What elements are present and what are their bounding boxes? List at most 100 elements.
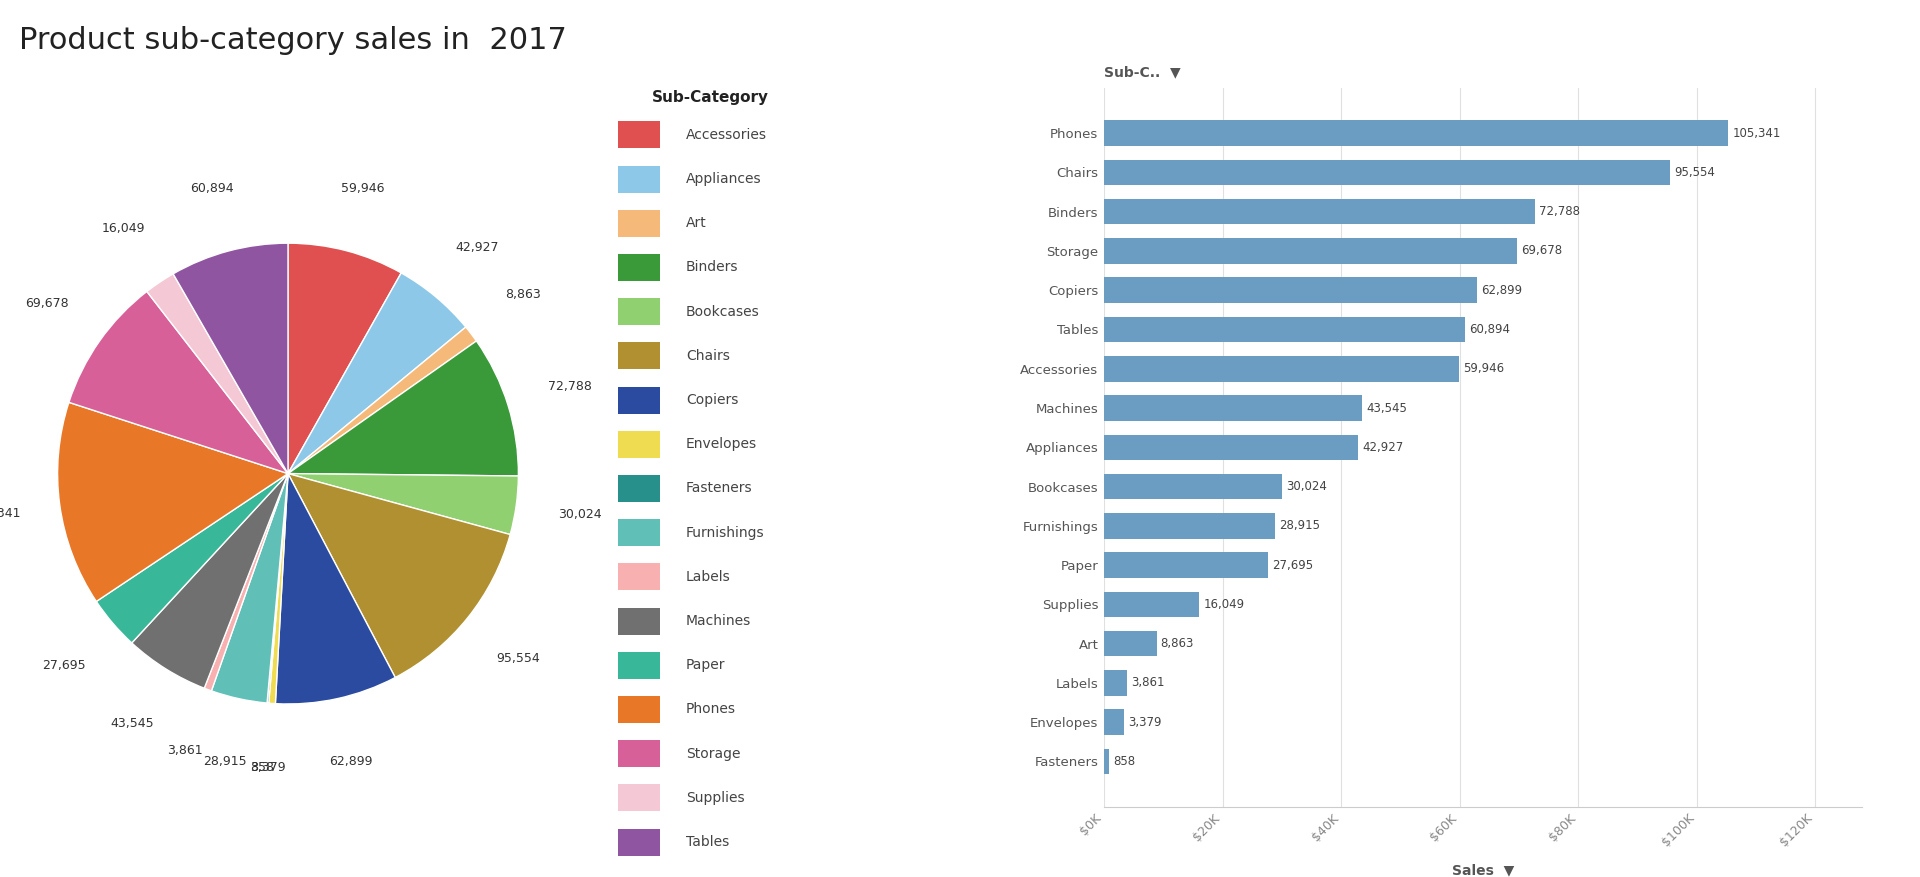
Bar bbox=[1104, 749, 1110, 774]
Text: 59,946: 59,946 bbox=[342, 182, 384, 195]
Text: 28,915: 28,915 bbox=[1279, 519, 1321, 532]
FancyBboxPatch shape bbox=[618, 740, 660, 767]
Text: 3,861: 3,861 bbox=[1131, 676, 1165, 689]
Bar bbox=[1104, 277, 1476, 303]
Text: 43,545: 43,545 bbox=[109, 717, 154, 731]
Text: 27,695: 27,695 bbox=[42, 659, 86, 672]
Text: Fasteners: Fasteners bbox=[685, 481, 753, 496]
Text: 8,863: 8,863 bbox=[1162, 637, 1194, 650]
Text: 95,554: 95,554 bbox=[1674, 166, 1715, 179]
Text: 60,894: 60,894 bbox=[190, 182, 234, 196]
Text: 3,861: 3,861 bbox=[167, 744, 204, 757]
Text: 69,678: 69,678 bbox=[1521, 245, 1563, 258]
Wedge shape bbox=[288, 341, 518, 476]
Text: 72,788: 72,788 bbox=[547, 380, 591, 393]
FancyBboxPatch shape bbox=[618, 519, 660, 546]
Bar bbox=[1104, 160, 1670, 185]
Text: Phones: Phones bbox=[685, 702, 735, 717]
Wedge shape bbox=[96, 474, 288, 643]
Wedge shape bbox=[204, 474, 288, 691]
Text: Furnishings: Furnishings bbox=[685, 525, 764, 539]
Wedge shape bbox=[69, 291, 288, 474]
FancyBboxPatch shape bbox=[618, 475, 660, 502]
FancyBboxPatch shape bbox=[618, 784, 660, 811]
Text: Art: Art bbox=[685, 217, 707, 231]
Bar bbox=[1104, 709, 1123, 735]
Bar bbox=[1104, 199, 1536, 225]
Wedge shape bbox=[173, 243, 288, 474]
Wedge shape bbox=[288, 273, 467, 474]
Text: 27,695: 27,695 bbox=[1273, 559, 1313, 572]
Text: 42,927: 42,927 bbox=[1363, 441, 1404, 453]
Text: 30,024: 30,024 bbox=[559, 508, 601, 521]
Text: 3,379: 3,379 bbox=[250, 761, 286, 774]
Text: 16,049: 16,049 bbox=[102, 222, 146, 235]
Bar bbox=[1104, 670, 1127, 695]
Text: 43,545: 43,545 bbox=[1367, 402, 1407, 415]
FancyBboxPatch shape bbox=[618, 387, 660, 413]
Text: 59,946: 59,946 bbox=[1463, 362, 1505, 375]
Text: Binders: Binders bbox=[685, 260, 739, 275]
FancyBboxPatch shape bbox=[618, 342, 660, 369]
Text: 105,341: 105,341 bbox=[0, 508, 21, 520]
FancyBboxPatch shape bbox=[618, 298, 660, 325]
Text: 72,788: 72,788 bbox=[1540, 205, 1580, 218]
Bar bbox=[1104, 317, 1465, 342]
Wedge shape bbox=[275, 474, 396, 704]
Wedge shape bbox=[267, 474, 288, 703]
FancyBboxPatch shape bbox=[618, 563, 660, 590]
Text: Tables: Tables bbox=[685, 835, 730, 849]
Text: 28,915: 28,915 bbox=[204, 755, 248, 768]
FancyBboxPatch shape bbox=[618, 166, 660, 192]
Text: 858: 858 bbox=[1114, 755, 1135, 768]
Text: 105,341: 105,341 bbox=[1732, 126, 1780, 139]
Text: Sub-Category: Sub-Category bbox=[653, 90, 770, 105]
Bar bbox=[1104, 356, 1459, 381]
Text: 60,894: 60,894 bbox=[1469, 323, 1509, 336]
Text: Envelopes: Envelopes bbox=[685, 438, 756, 452]
Text: Appliances: Appliances bbox=[685, 172, 762, 186]
Wedge shape bbox=[132, 474, 288, 688]
Bar bbox=[1104, 120, 1728, 146]
Text: 30,024: 30,024 bbox=[1286, 480, 1327, 493]
Text: 95,554: 95,554 bbox=[495, 652, 540, 665]
Bar bbox=[1104, 513, 1275, 538]
Text: Storage: Storage bbox=[685, 746, 741, 760]
Text: 3,379: 3,379 bbox=[1129, 716, 1162, 729]
Text: 62,899: 62,899 bbox=[1480, 284, 1523, 296]
FancyBboxPatch shape bbox=[618, 210, 660, 237]
Text: 8,863: 8,863 bbox=[505, 289, 540, 302]
Text: Supplies: Supplies bbox=[685, 791, 745, 805]
Wedge shape bbox=[288, 474, 518, 535]
Text: Paper: Paper bbox=[685, 659, 726, 673]
Wedge shape bbox=[288, 243, 401, 474]
Bar bbox=[1104, 553, 1267, 578]
Wedge shape bbox=[211, 474, 288, 703]
Bar bbox=[1104, 396, 1361, 421]
Text: Machines: Machines bbox=[685, 614, 751, 628]
Text: Bookcases: Bookcases bbox=[685, 304, 760, 318]
Text: 858: 858 bbox=[250, 761, 275, 774]
Bar bbox=[1104, 592, 1200, 617]
Text: 62,899: 62,899 bbox=[328, 755, 372, 768]
Text: 69,678: 69,678 bbox=[25, 297, 69, 310]
Wedge shape bbox=[288, 474, 511, 678]
FancyBboxPatch shape bbox=[618, 254, 660, 281]
FancyBboxPatch shape bbox=[618, 608, 660, 635]
Text: 42,927: 42,927 bbox=[455, 241, 499, 254]
Wedge shape bbox=[58, 403, 288, 602]
Bar bbox=[1104, 239, 1517, 264]
FancyBboxPatch shape bbox=[618, 431, 660, 458]
FancyBboxPatch shape bbox=[618, 121, 660, 148]
Wedge shape bbox=[288, 327, 476, 474]
Wedge shape bbox=[146, 274, 288, 474]
Text: 16,049: 16,049 bbox=[1204, 598, 1244, 610]
FancyBboxPatch shape bbox=[618, 829, 660, 856]
Bar bbox=[1104, 434, 1357, 460]
X-axis label: Sales  ▼: Sales ▼ bbox=[1452, 863, 1515, 877]
FancyBboxPatch shape bbox=[618, 652, 660, 679]
Text: Product sub-category sales in  2017: Product sub-category sales in 2017 bbox=[19, 26, 566, 55]
Text: Chairs: Chairs bbox=[685, 349, 730, 363]
Wedge shape bbox=[269, 474, 288, 703]
Text: Copiers: Copiers bbox=[685, 393, 737, 407]
